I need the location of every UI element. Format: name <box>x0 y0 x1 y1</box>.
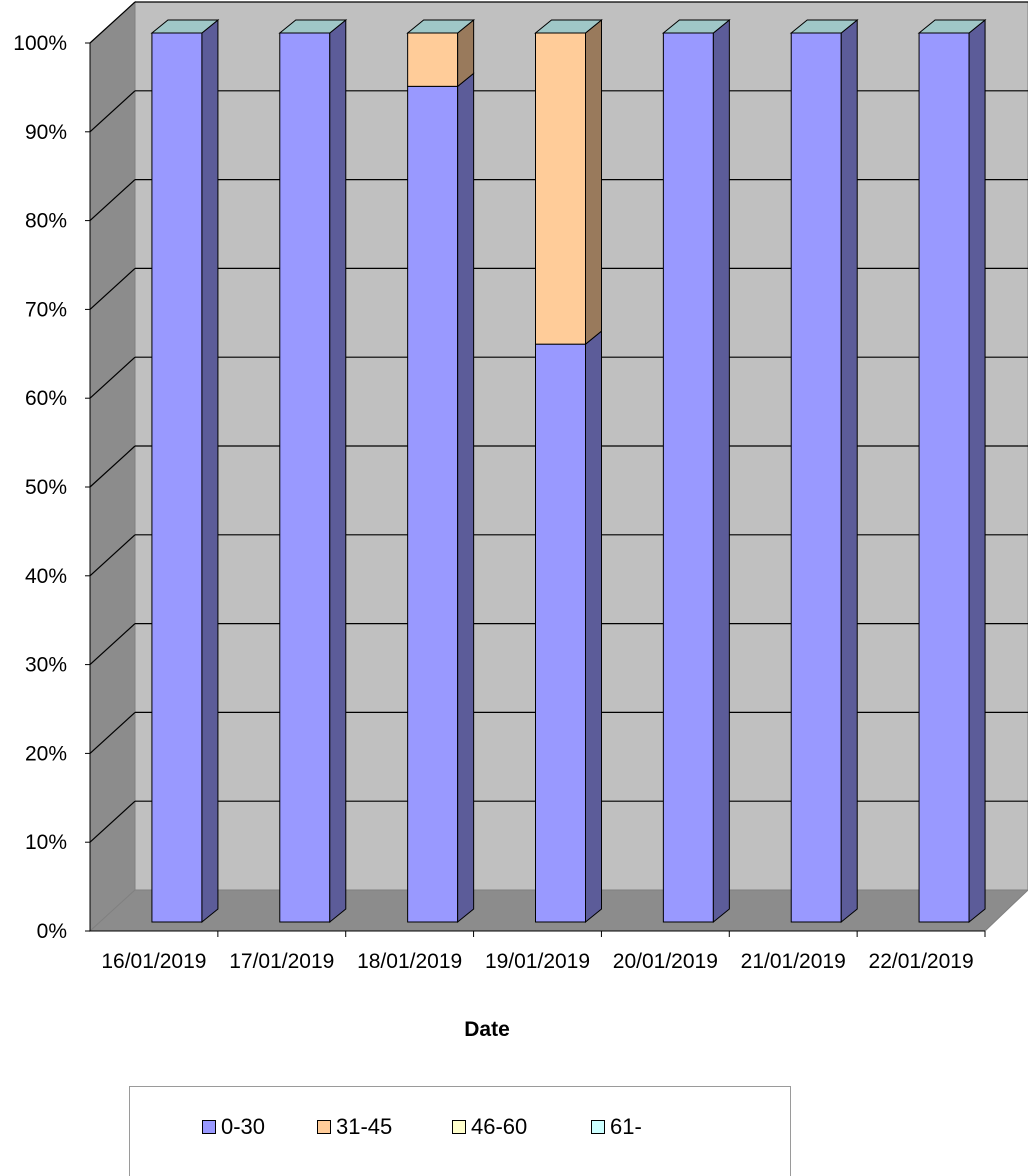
legend-item: 61- <box>591 1114 642 1140</box>
x-tick-label: 17/01/2019 <box>229 950 334 973</box>
bar-31-45-18/01/2019 <box>407 32 459 87</box>
legend-swatch <box>317 1120 331 1134</box>
y-tick-label: 80% <box>25 210 67 233</box>
legend-label: 31-45 <box>336 1114 393 1139</box>
bar-side-0-30-22/01/2019 <box>968 18 986 924</box>
bar-side-0-30-17/01/2019 <box>329 18 347 924</box>
x-tick-label: 22/01/2019 <box>869 950 974 973</box>
bar-top-21/01/2019 <box>789 19 859 34</box>
legend-label: 46-60 <box>471 1114 528 1139</box>
legend-item: 31-45 <box>317 1114 392 1140</box>
x-tick-label: 18/01/2019 <box>357 950 462 973</box>
bar-top-19/01/2019 <box>534 19 603 34</box>
bar-0-30-22/01/2019 <box>918 32 970 923</box>
legend-label: 61- <box>610 1114 642 1139</box>
legend-swatch <box>452 1120 466 1134</box>
bar-side-0-30-21/01/2019 <box>840 18 858 924</box>
y-tick-label: 70% <box>25 298 67 321</box>
gridline-side <box>89 445 136 488</box>
y-tick-label: 40% <box>25 565 67 588</box>
y-tick-label: 30% <box>25 654 67 677</box>
bar-top-16/01/2019 <box>150 19 220 34</box>
bar-0-30-20/01/2019 <box>662 32 714 923</box>
gridline-side <box>89 534 136 577</box>
x-tick-label: 21/01/2019 <box>741 950 846 973</box>
x-axis-title: Date <box>464 1018 510 1041</box>
bar-top-22/01/2019 <box>917 19 987 34</box>
y-tick-label: 20% <box>25 742 67 765</box>
bar-0-30-21/01/2019 <box>790 32 842 923</box>
bar-top-20/01/2019 <box>661 19 731 34</box>
bar-top-18/01/2019 <box>406 19 476 34</box>
gridline-side <box>89 800 136 843</box>
bar-31-45-19/01/2019 <box>535 32 586 345</box>
bar-side-0-30-16/01/2019 <box>201 18 219 924</box>
x-tick-label: 19/01/2019 <box>485 950 590 973</box>
legend-swatch <box>202 1120 216 1134</box>
legend: 0-30 31-45 46-60 61- <box>129 1086 791 1176</box>
y-tick-label: 100% <box>13 32 67 55</box>
bars <box>150 18 987 924</box>
gridline-side <box>89 711 136 754</box>
gridline-side <box>89 623 136 666</box>
gridline-side <box>89 179 136 222</box>
legend-swatch <box>591 1120 605 1134</box>
bar-0-30-16/01/2019 <box>151 32 203 923</box>
stacked-bar-chart: 0% 10% 20% 30% 40% 50% 60% 70% 80% 90% 100% 16/01/2… <box>13 0 1028 1041</box>
x-tick-label: 20/01/2019 <box>613 950 718 973</box>
legend-item: 46-60 <box>452 1114 527 1140</box>
y-tick-label: 10% <box>25 831 67 854</box>
y-tick-label: 0% <box>37 920 67 943</box>
bar-0-30-19/01/2019 <box>535 343 586 923</box>
legend-label: 0-30 <box>221 1114 266 1139</box>
bar-side-0-30-20/01/2019 <box>712 18 730 924</box>
bar-side-31-45-19/01/2019 <box>585 18 602 346</box>
y-tick-label: 60% <box>25 387 67 410</box>
gridline-side <box>89 90 136 133</box>
legend-item: 0-30 <box>202 1114 265 1140</box>
bar-0-30-18/01/2019 <box>407 85 459 923</box>
gridline-side <box>89 267 136 310</box>
bar-side-0-30-18/01/2019 <box>457 72 475 924</box>
gridline-side <box>89 1 136 44</box>
axes: 0% 10% 20% 30% 40% 50% 60% 70% 80% 90% 100% 16/01/2… <box>13 32 986 973</box>
bar-0-30-17/01/2019 <box>279 32 331 923</box>
y-tick-label: 90% <box>25 121 67 144</box>
bar-side-0-30-19/01/2019 <box>585 330 602 924</box>
y-tick-label: 50% <box>25 476 67 499</box>
gridline-side <box>89 356 136 399</box>
x-tick-label: 16/01/2019 <box>101 950 206 973</box>
bar-top-17/01/2019 <box>278 19 348 34</box>
